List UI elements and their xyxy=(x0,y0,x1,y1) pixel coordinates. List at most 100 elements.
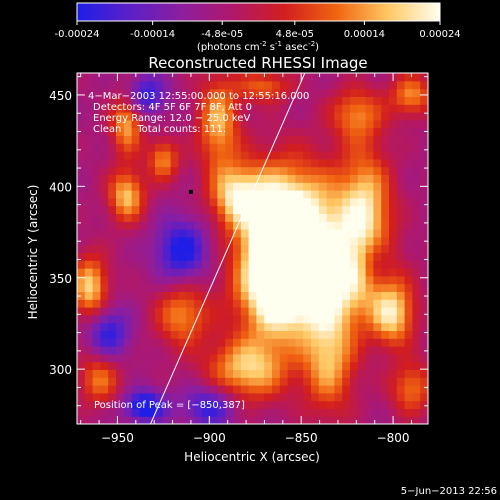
heatmap-cell xyxy=(248,244,257,253)
heatmap-cell xyxy=(155,174,164,183)
heatmap-cell xyxy=(240,330,250,339)
heatmap-cell xyxy=(334,322,343,331)
heatmap-cell xyxy=(77,119,86,129)
heatmap-cell xyxy=(334,213,343,222)
heatmap-cell xyxy=(295,252,304,261)
heatmap-cell xyxy=(287,260,296,269)
heatmap-cell xyxy=(92,275,101,285)
heatmap-cell xyxy=(240,369,250,378)
heatmap-cell xyxy=(389,244,398,253)
heatmap-cell xyxy=(100,291,109,300)
heatmap-cell xyxy=(303,408,312,417)
heatmap-cell xyxy=(334,190,343,199)
heatmap-cell xyxy=(326,197,335,207)
heatmap-cell xyxy=(123,392,133,402)
heatmap-cell xyxy=(225,361,234,370)
heatmap-cell xyxy=(396,127,406,136)
heatmap-cell xyxy=(420,330,428,339)
heatmap-cell xyxy=(108,299,117,308)
heatmap-cell xyxy=(357,135,367,144)
heatmap-cell xyxy=(116,361,125,370)
heatmap-cell xyxy=(365,151,374,160)
heatmap-cell xyxy=(92,158,101,168)
heatmap-cell xyxy=(84,174,94,183)
heatmap-cell xyxy=(311,385,320,394)
heatmap-cell xyxy=(217,143,226,152)
heatmap-cell xyxy=(77,268,86,277)
heatmap-cell xyxy=(139,314,148,324)
heatmap-cell xyxy=(131,361,140,370)
heatmap-cell xyxy=(318,221,328,230)
heatmap-cell xyxy=(311,377,320,386)
heatmap-cell xyxy=(233,197,242,207)
heatmap-cell xyxy=(373,252,382,261)
heatmap-cell xyxy=(279,377,289,386)
heatmap-cell xyxy=(389,197,398,207)
heatmap-cell xyxy=(155,236,164,246)
heatmap-cell xyxy=(404,252,413,261)
heatmap-cell xyxy=(365,73,374,82)
heatmap-cell xyxy=(389,158,398,168)
heatmap-cell xyxy=(77,197,86,207)
heatmap-cell xyxy=(225,73,234,82)
heatmap-cell xyxy=(373,112,382,121)
heatmap-cell xyxy=(279,252,289,261)
heatmap-cell xyxy=(123,346,133,355)
heatmap-cell xyxy=(248,112,257,121)
heatmap-cell xyxy=(404,213,413,222)
heatmap-cell xyxy=(404,205,413,214)
heatmap-cell xyxy=(225,151,234,160)
heatmap-cell xyxy=(279,158,289,168)
heatmap-cell xyxy=(318,416,328,424)
heatmap-cell xyxy=(108,80,117,90)
heatmap-cell xyxy=(84,307,94,316)
heatmap-cell xyxy=(396,338,406,347)
heatmap-cell xyxy=(123,135,133,144)
heatmap-cell xyxy=(77,416,86,424)
heatmap-cell xyxy=(186,268,195,277)
heatmap-cell xyxy=(139,377,148,386)
heatmap-cell xyxy=(357,236,367,246)
heatmap-cell xyxy=(389,229,398,238)
heatmap-cell xyxy=(225,353,234,363)
heatmap-cell xyxy=(201,104,211,113)
heatmap-cell xyxy=(201,377,211,386)
heatmap-cell xyxy=(100,268,109,277)
heatmap-cell xyxy=(186,385,195,394)
heatmap-cell xyxy=(162,392,172,402)
heatmap-cell xyxy=(225,213,234,222)
heatmap-cell xyxy=(123,112,133,121)
heatmap-cell xyxy=(404,400,413,409)
heatmap-cell xyxy=(318,197,328,207)
heatmap-cell xyxy=(365,377,374,386)
heatmap-cell xyxy=(396,190,406,199)
heatmap-cell xyxy=(373,322,382,331)
heatmap-cell xyxy=(396,143,406,152)
heatmap-cell xyxy=(412,307,421,316)
heatmap-cell xyxy=(365,112,374,121)
heatmap-cell xyxy=(295,182,304,191)
heatmap-cell xyxy=(186,346,195,355)
heatmap-cell xyxy=(287,408,296,417)
heatmap-cell xyxy=(194,151,203,160)
heatmap-cell xyxy=(318,182,328,191)
heatmap-cell xyxy=(412,408,421,417)
heatmap-cell xyxy=(342,291,351,300)
heatmap-cell xyxy=(342,369,351,378)
heatmap-cell xyxy=(279,229,289,238)
heatmap-cell xyxy=(116,174,125,183)
heatmap-cell xyxy=(162,322,172,331)
heatmap-cell xyxy=(139,174,148,183)
heatmap-cell xyxy=(357,260,367,269)
heatmap-cell xyxy=(155,408,164,417)
heatmap-cell xyxy=(357,182,367,191)
heatmap-cell xyxy=(139,260,148,269)
heatmap-cell xyxy=(186,119,195,129)
heatmap-cell xyxy=(342,229,351,238)
heatmap-cell xyxy=(108,377,117,386)
heatmap-cell xyxy=(139,104,148,113)
heatmap-cell xyxy=(233,400,242,409)
heatmap-cell xyxy=(108,392,117,402)
heatmap-cell xyxy=(108,385,117,394)
heatmap-cell xyxy=(318,369,328,378)
